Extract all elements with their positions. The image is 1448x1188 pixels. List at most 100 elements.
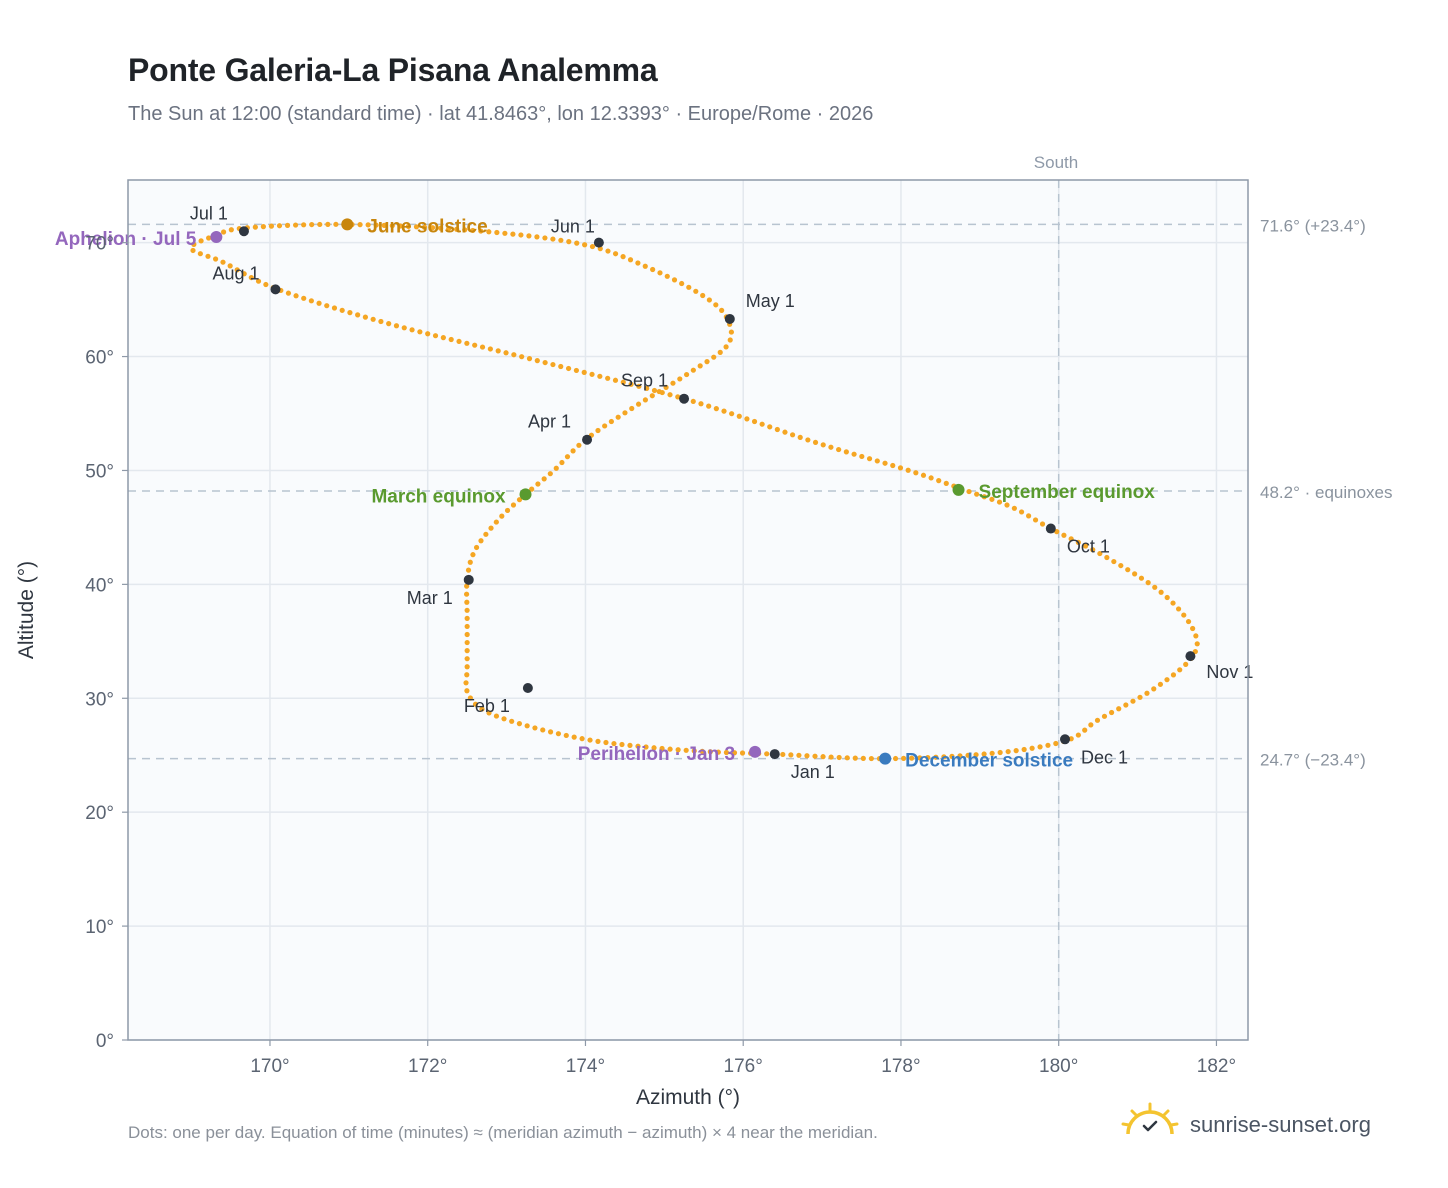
daily-sun-dot bbox=[534, 358, 540, 364]
daily-sun-dot bbox=[721, 408, 727, 414]
daily-sun-dot bbox=[526, 356, 533, 362]
daily-sun-dot bbox=[464, 688, 470, 694]
daily-sun-dot bbox=[493, 713, 500, 719]
daily-sun-dot bbox=[1190, 625, 1196, 632]
daily-sun-dot bbox=[542, 235, 548, 241]
daily-sun-dot bbox=[828, 754, 834, 760]
daily-sun-dot bbox=[723, 749, 730, 756]
daily-sun-dot bbox=[1090, 547, 1096, 553]
daily-sun-dot bbox=[464, 599, 470, 605]
month-marker bbox=[522, 683, 533, 694]
daily-sun-dot bbox=[464, 623, 470, 630]
daily-sun-dot bbox=[797, 434, 803, 440]
daily-sun-dot bbox=[989, 496, 995, 502]
daily-sun-dot bbox=[1144, 690, 1150, 696]
daily-sun-dot bbox=[917, 755, 923, 761]
daily-sun-dot bbox=[227, 263, 233, 269]
daily-sun-dot bbox=[248, 274, 254, 281]
daily-sun-dot bbox=[503, 350, 509, 356]
daily-sun-dot bbox=[462, 227, 468, 233]
x-tick-label: 172° bbox=[408, 1056, 447, 1077]
daily-sun-dot bbox=[843, 449, 849, 455]
daily-sun-dot bbox=[663, 384, 669, 390]
daily-sun-dot bbox=[1132, 571, 1138, 577]
daily-sun-dot bbox=[486, 229, 492, 235]
daily-sun-dot bbox=[1170, 672, 1177, 678]
daily-sun-dot bbox=[866, 456, 873, 462]
daily-sun-dot bbox=[820, 754, 826, 760]
page-subtitle: The Sun at 12:00 (standard time) · lat 4… bbox=[128, 103, 874, 125]
brand-logo[interactable]: sunrise-sunset.org bbox=[1120, 1100, 1390, 1150]
daily-sun-dot bbox=[440, 335, 446, 341]
month-marker bbox=[270, 284, 281, 295]
y-tick-label: 10° bbox=[85, 917, 114, 938]
daily-sun-dot bbox=[331, 305, 338, 311]
daily-sun-dot bbox=[901, 755, 907, 761]
daily-sun-dot bbox=[559, 459, 565, 466]
daily-sun-dot bbox=[679, 280, 685, 287]
daily-sun-dot bbox=[541, 476, 547, 482]
daily-sun-dot bbox=[206, 235, 212, 241]
daily-sun-dot bbox=[478, 228, 484, 234]
daily-sun-dot bbox=[547, 729, 554, 735]
daily-sun-dot bbox=[612, 251, 619, 257]
month-marker bbox=[1185, 651, 1196, 662]
daily-sun-dot bbox=[191, 241, 197, 247]
daily-sun-dot bbox=[697, 363, 703, 369]
daily-sun-dot bbox=[301, 222, 307, 228]
month-marker bbox=[679, 393, 690, 404]
event-label: December solstice bbox=[905, 751, 1073, 772]
daily-sun-dot bbox=[316, 300, 322, 306]
daily-sun-dot bbox=[664, 273, 670, 279]
daily-sun-dot bbox=[719, 307, 725, 313]
page-title: Ponte Galeria-La Pisana Analemma bbox=[128, 52, 658, 88]
daily-sun-dot bbox=[627, 257, 634, 263]
daily-sun-dot bbox=[504, 507, 511, 514]
daily-sun-dot bbox=[767, 424, 773, 430]
daily-sun-dot bbox=[421, 224, 428, 230]
daily-sun-dot bbox=[836, 446, 842, 453]
daily-sun-dot bbox=[731, 750, 738, 756]
daily-sun-dot bbox=[751, 418, 758, 425]
daily-sun-dot bbox=[581, 369, 587, 375]
daily-sun-dot bbox=[659, 389, 665, 396]
daily-sun-dot bbox=[555, 731, 562, 737]
daily-sun-dot bbox=[1164, 677, 1170, 683]
daily-sun-dot bbox=[965, 752, 971, 758]
daily-sun-dot bbox=[479, 344, 486, 350]
daily-sun-dot bbox=[981, 751, 987, 757]
x-tick-label: 170° bbox=[250, 1056, 289, 1077]
daily-sun-dot bbox=[973, 752, 979, 758]
daily-sun-dot bbox=[510, 502, 517, 508]
daily-sun-dot bbox=[1138, 575, 1145, 581]
daily-sun-dot bbox=[268, 223, 275, 229]
daily-sun-dot bbox=[693, 288, 699, 294]
daily-sun-dot bbox=[413, 224, 420, 230]
daily-sun-dot bbox=[704, 358, 710, 365]
daily-sun-dot bbox=[488, 525, 494, 531]
daily-sun-dot bbox=[635, 260, 641, 266]
daily-sun-dot bbox=[190, 247, 196, 254]
daily-sun-dot bbox=[1039, 521, 1046, 527]
plot-area bbox=[128, 180, 1248, 1040]
month-label: May 1 bbox=[746, 291, 795, 311]
month-label: Apr 1 bbox=[528, 412, 571, 432]
daily-sun-dot bbox=[707, 749, 713, 755]
daily-sun-dot bbox=[448, 336, 454, 343]
month-marker bbox=[463, 574, 474, 585]
daily-sun-dot bbox=[782, 429, 788, 435]
daily-sun-dot bbox=[860, 755, 866, 761]
y-tick-label: 70° bbox=[85, 234, 114, 255]
daily-sun-dot bbox=[550, 236, 556, 242]
daily-sun-dot bbox=[966, 488, 972, 495]
daily-sun-dot bbox=[1104, 554, 1110, 561]
daily-sun-dot bbox=[868, 755, 874, 762]
daily-sun-dot bbox=[1157, 681, 1164, 687]
daily-sun-dot bbox=[417, 329, 423, 335]
daily-sun-dot bbox=[1061, 532, 1067, 538]
daily-sun-dot bbox=[605, 248, 611, 254]
daily-sun-dot bbox=[1108, 709, 1115, 716]
daily-sun-dot bbox=[620, 254, 626, 260]
daily-sun-dot bbox=[1183, 661, 1189, 667]
daily-sun-dot bbox=[301, 295, 307, 301]
